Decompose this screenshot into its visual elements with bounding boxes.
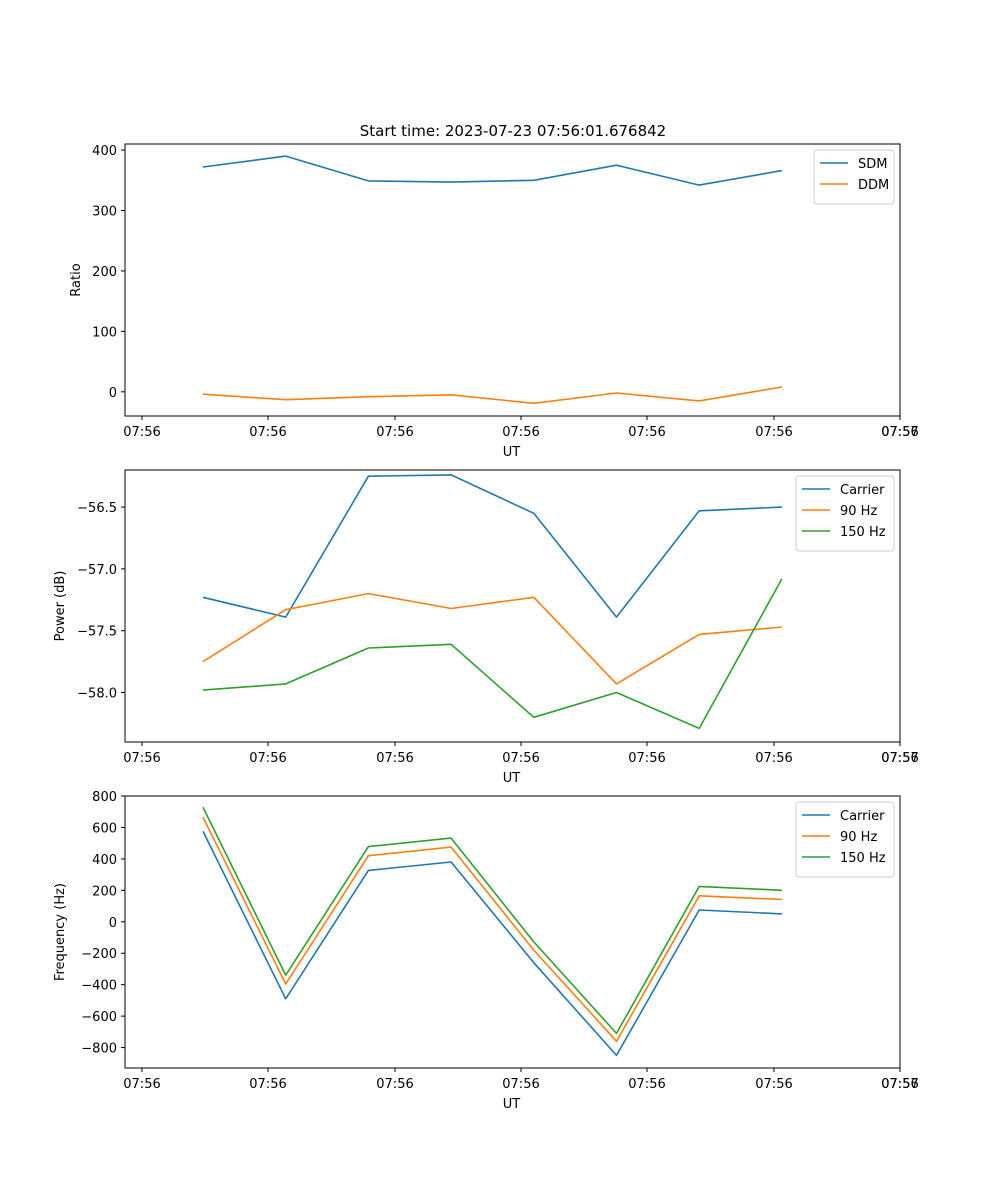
y-tick-label: 300 — [92, 204, 117, 219]
series-line-150-hz — [202, 578, 783, 730]
x-axis-label: UT — [503, 1097, 521, 1112]
y-tick-label: 0 — [109, 386, 117, 401]
series-line-ddm — [202, 386, 783, 405]
y-tick-label: −56.5 — [77, 501, 117, 516]
series-line-sdm — [202, 155, 783, 186]
legend-label-150-hz: 150 Hz — [840, 851, 886, 866]
y-tick-label: −600 — [81, 1010, 117, 1025]
axes-frame — [124, 143, 901, 417]
legend: SDM DDM — [813, 149, 895, 205]
x-tick-label: 07:57 — [881, 425, 918, 440]
axes-frame — [124, 795, 901, 1069]
legend-label-ddm: DDM — [858, 178, 889, 193]
x-tick-label: 07:56 — [249, 425, 286, 440]
x-tick-label: 07:56 — [755, 1077, 792, 1092]
figure-title: Start time: 2023-07-23 07:56:01.676842 — [360, 122, 666, 140]
x-tick-label: 07:56 — [881, 425, 918, 440]
x-tick-label: 07:56 — [502, 1077, 539, 1092]
y-tick-label: −800 — [81, 1042, 117, 1057]
series-line-carrier — [202, 831, 782, 1057]
x-tick-label: 07:56 — [249, 751, 286, 766]
legend-label-carrier: Carrier — [840, 483, 885, 498]
y-axis-label: Ratio — [69, 263, 84, 296]
y-tick-label: 400 — [92, 144, 117, 159]
y-tick-label: 200 — [92, 265, 117, 280]
x-tick-label: 07:56 — [502, 425, 539, 440]
x-axis-label: UT — [503, 771, 521, 786]
legend-label-sdm: SDM — [858, 157, 887, 172]
x-tick-label: 07:56 — [123, 1077, 160, 1092]
chart-panel-2: 07:56 07:56 07:56 07:56 07:56 07:56 07:5607:57… — [53, 469, 919, 786]
x-tick-label: 07:56 — [376, 1077, 413, 1092]
legend-label-150-hz: 150 Hz — [840, 525, 886, 540]
legend-label-carrier: Carrier — [840, 809, 885, 824]
chart-panel-3: 07:56 07:56 07:56 07:56 07:56 07:56 07:5607:57… — [53, 790, 919, 1112]
series-line-carrier — [202, 474, 782, 618]
series-line-90-hz — [202, 816, 782, 1043]
x-tick-label: 07:56 — [881, 1077, 918, 1092]
x-tick-label: 07:56 — [755, 425, 792, 440]
x-axis-label: UT — [503, 445, 521, 460]
x-tick-label: 07:56 — [881, 751, 918, 766]
x-tick-label: 07:56 — [376, 425, 413, 440]
legend: Carrier 90 Hz 150 Hz — [795, 801, 895, 878]
y-tick-label: −58.0 — [77, 687, 117, 702]
series-line-90-hz — [202, 592, 782, 685]
y-tick-label: 800 — [92, 790, 117, 805]
y-tick-label: −57.5 — [77, 625, 117, 640]
x-tick-label: 07:57 — [881, 751, 918, 766]
x-tick-label: 07:56 — [628, 1077, 665, 1092]
x-tick-label: 07:56 — [249, 1077, 286, 1092]
x-tick-label: 07:56 — [123, 751, 160, 766]
x-tick-label: 07:56 — [628, 425, 665, 440]
x-tick-label: 07:56 — [628, 751, 665, 766]
legend-box — [795, 475, 895, 552]
x-tick-label: 07:56 — [123, 425, 160, 440]
legend-box — [795, 801, 895, 878]
axes-frame — [124, 469, 901, 743]
x-tick-label: 07:57 — [881, 1077, 918, 1092]
y-tick-label: −57.0 — [77, 563, 117, 578]
chart-panel-1: 07:56 07:56 07:56 07:56 07:56 07:56 07:5607:57… — [69, 143, 919, 460]
y-tick-label: −200 — [81, 947, 117, 962]
legend-label-90-hz: 90 Hz — [840, 830, 877, 845]
x-tick-label: 07:56 — [376, 751, 413, 766]
y-axis-label: Power (dB) — [53, 571, 68, 642]
x-tick-label: 07:56 — [755, 751, 792, 766]
y-tick-label: 200 — [92, 884, 117, 899]
series-line-150-hz — [202, 806, 782, 1035]
y-tick-label: 0 — [109, 916, 117, 931]
legend-label-90-hz: 90 Hz — [840, 504, 877, 519]
y-axis-label: Frequency (Hz) — [53, 883, 68, 981]
legend: Carrier 90 Hz 150 Hz — [795, 475, 895, 552]
y-tick-label: 100 — [92, 325, 117, 340]
y-tick-label: 400 — [92, 853, 117, 868]
y-tick-label: −400 — [81, 979, 117, 994]
y-tick-label: 600 — [92, 821, 117, 836]
x-tick-label: 07:56 — [502, 751, 539, 766]
